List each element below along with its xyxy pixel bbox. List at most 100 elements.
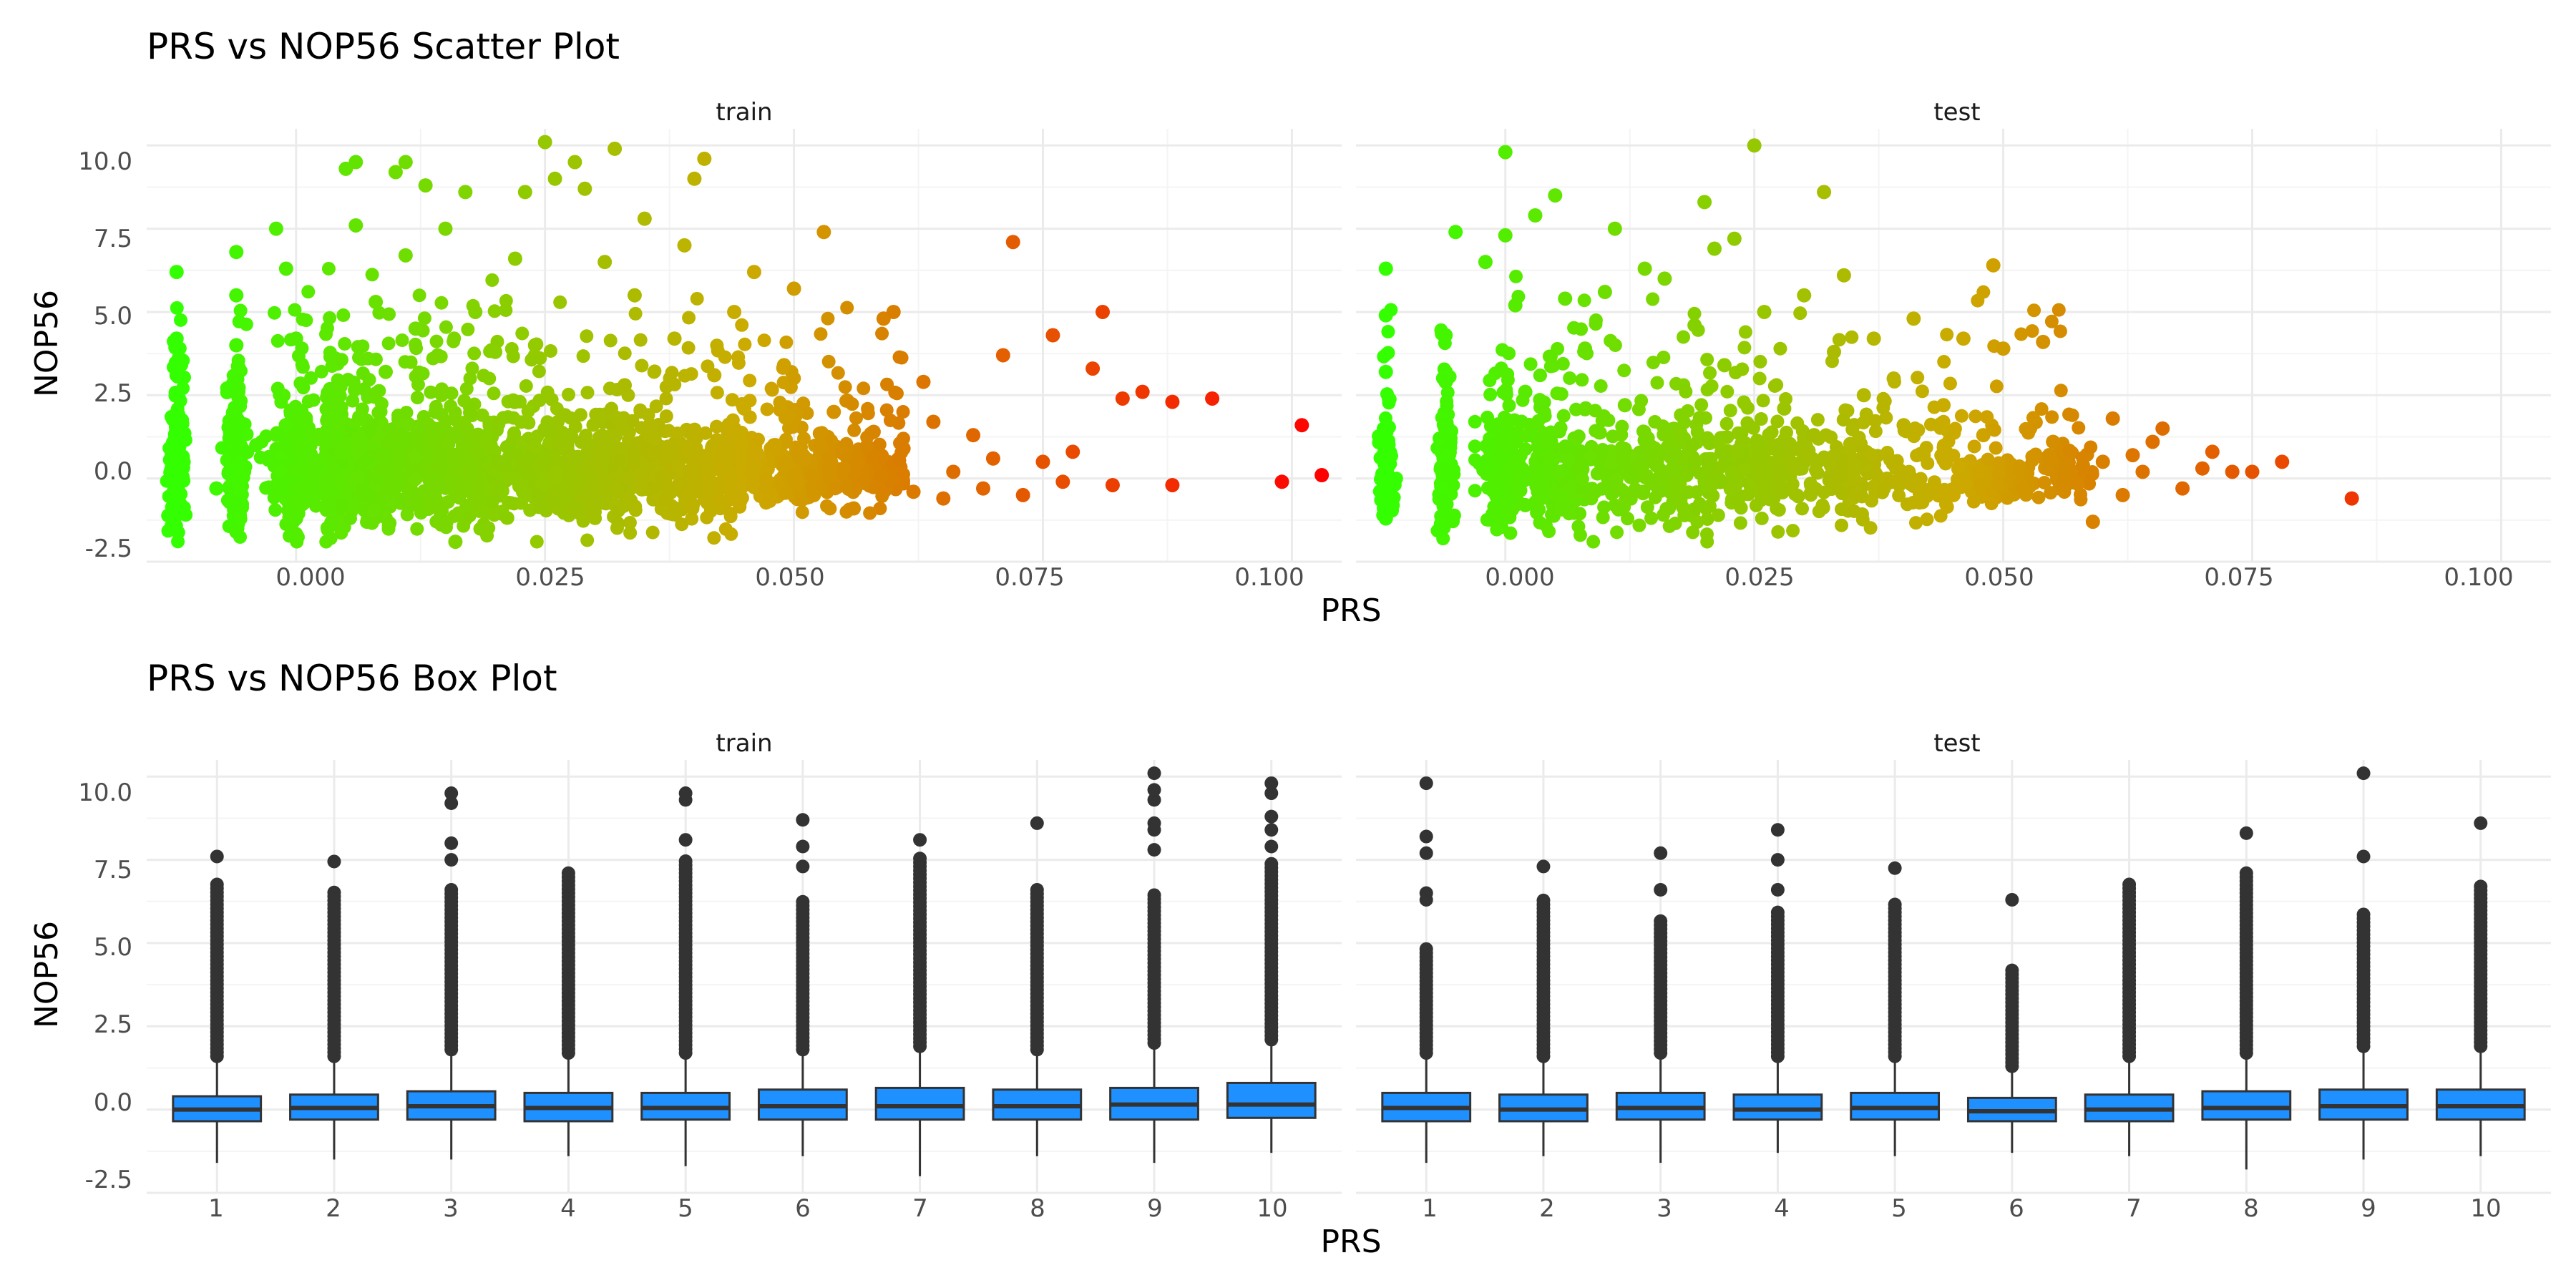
scatter-point (422, 432, 436, 447)
scatter-point (1533, 393, 1547, 407)
scatter-point (685, 512, 699, 526)
scatter-point (562, 451, 576, 465)
scatter-point (2095, 454, 2110, 469)
scatter-point (1614, 441, 1629, 455)
scatter-point (1674, 493, 1688, 507)
scatter-point (1741, 487, 1755, 502)
scatter-point (1752, 371, 1767, 386)
scatter-point (336, 308, 351, 323)
box-outlier (1147, 888, 1161, 902)
scatter-point (612, 454, 626, 468)
scatter-point (1508, 298, 1523, 313)
box-title: PRS vs NOP56 Box Plot (147, 658, 557, 699)
scatter-point (1382, 482, 1396, 496)
box-outlier (1654, 846, 1668, 860)
scatter-point (557, 408, 572, 423)
scatter-point (1738, 325, 1752, 339)
scatter-point (2056, 477, 2071, 492)
scatter-point (170, 301, 184, 315)
box-strip-train: train (716, 729, 772, 758)
scatter-point (874, 468, 888, 482)
scatter-point (365, 418, 379, 432)
scatter-point (1805, 452, 1820, 466)
scatter-point (677, 238, 692, 253)
scatter-point (334, 353, 348, 367)
scatter-point (436, 462, 451, 477)
box-outlier (444, 853, 459, 867)
scatter-point (1758, 467, 1772, 482)
scatter-point (1487, 499, 1501, 514)
scatter-point (1676, 457, 1690, 471)
scatter-point (595, 428, 609, 442)
scatter-point (1774, 471, 1788, 485)
box-outlier (561, 866, 575, 880)
scatter-point (417, 484, 431, 498)
scatter-point (892, 454, 907, 468)
scatter-point (610, 482, 625, 496)
scatter-point (299, 313, 313, 328)
scatter-point (320, 321, 334, 335)
scatter-point (743, 374, 757, 388)
scatter-point (2034, 402, 2049, 416)
scatter-point (2012, 459, 2026, 474)
scatter-point (1567, 321, 1581, 335)
scatter-point (1706, 489, 1720, 503)
scatter-point (1812, 504, 1826, 519)
scatter-point (275, 476, 289, 490)
scatter-point (1699, 527, 1714, 542)
scatter-point (627, 457, 641, 471)
scatter-point (568, 419, 582, 434)
scatter-point (1005, 235, 1020, 250)
scatter-point (1936, 398, 1951, 413)
scatter-point (1500, 433, 1514, 447)
box-grid-test (1356, 760, 2551, 1194)
scatter-point (168, 389, 182, 403)
scatter-point (398, 248, 413, 263)
scatter-point (1518, 497, 1533, 512)
scatter-point (1981, 452, 1995, 467)
box-outlier (1264, 809, 1279, 824)
scatter-point (1480, 512, 1494, 527)
scatter-point (1596, 443, 1610, 457)
scatter-point (1807, 428, 1822, 443)
scatter-point (1542, 525, 1556, 539)
scatter-point (381, 522, 396, 536)
scatter-point (581, 436, 595, 451)
scatter-point (1737, 341, 1752, 355)
scatter-point (1533, 369, 1548, 383)
scatter-point (553, 295, 567, 309)
scatter-point (1876, 481, 1891, 496)
scatter-point (2074, 492, 2088, 507)
scatter-point (1065, 444, 1080, 459)
scatter-point (1501, 373, 1515, 387)
box-outlier (210, 849, 224, 864)
scatter-x-tick: 0.050 (755, 563, 824, 592)
scatter-point (707, 368, 722, 383)
scatter-point (444, 399, 458, 414)
scatter-point (232, 314, 246, 328)
scatter-point (873, 502, 887, 516)
scatter-point (314, 364, 328, 379)
scatter-point (477, 369, 491, 383)
scatter-point (857, 381, 871, 396)
scatter-point (173, 313, 187, 327)
scatter-point (1790, 488, 1805, 502)
scatter-point (2051, 303, 2066, 317)
scatter-point (547, 171, 562, 186)
scatter-point (686, 502, 700, 516)
scatter-point (1855, 489, 1869, 504)
scatter-point (1700, 352, 1714, 366)
scatter-point (1085, 361, 1101, 376)
scatter-point (1783, 436, 1797, 451)
scatter-point (1274, 474, 1289, 489)
scatter-point (1611, 502, 1626, 517)
scatter-point (1674, 408, 1688, 422)
scatter-point (323, 531, 338, 545)
scatter-point (171, 525, 185, 540)
scatter-point (366, 504, 381, 518)
scatter-point (1827, 344, 1841, 359)
scatter-point (507, 426, 521, 440)
scatter-point (2344, 491, 2359, 506)
scatter-point (1795, 424, 1810, 438)
scatter-point (1528, 208, 1543, 223)
